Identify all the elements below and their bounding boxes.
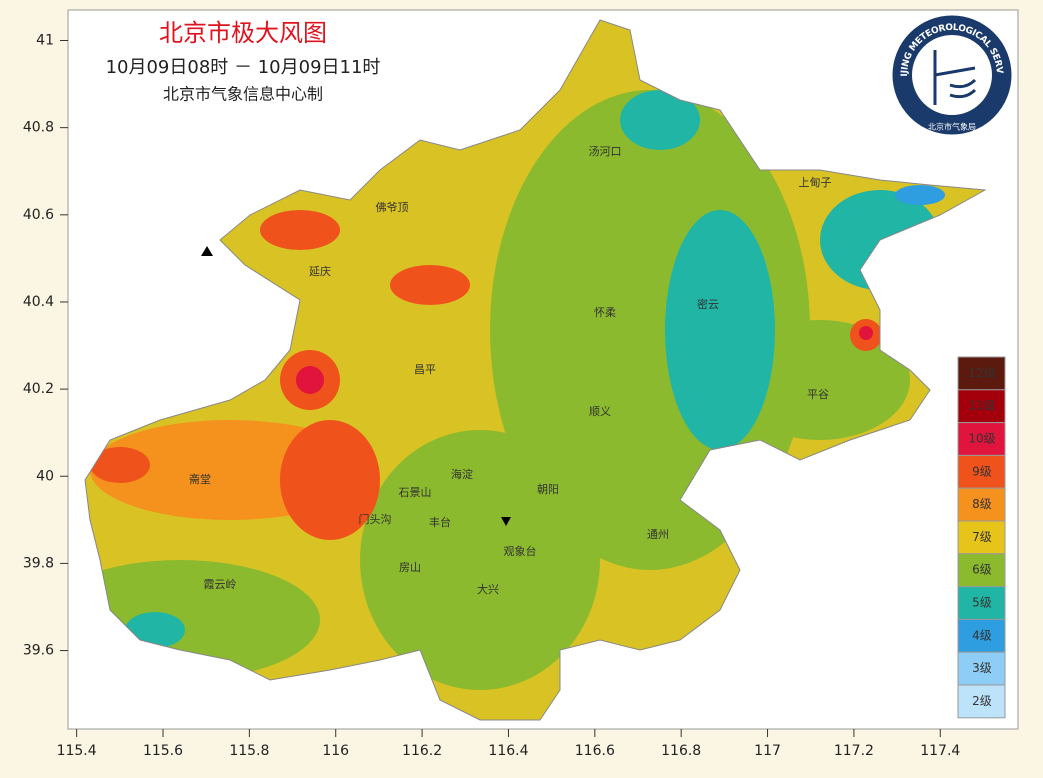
place-label: 斋堂 xyxy=(189,472,211,486)
time-range: 10月09日08时 － 10月09日11时 xyxy=(106,57,381,78)
y-tick-label: 40.2 xyxy=(23,381,54,397)
x-tick-label: 117 xyxy=(754,743,781,759)
x-tick-label: 116.6 xyxy=(575,743,615,759)
logo-org: 北京市气象局 xyxy=(928,122,976,132)
place-label: 汤河口 xyxy=(589,144,622,158)
place-label: 海淀 xyxy=(451,467,473,481)
place-label: 朝阳 xyxy=(537,483,559,496)
place-label: 佛爷顶 xyxy=(376,200,409,214)
x-tick-label: 115.8 xyxy=(229,743,269,759)
legend-swatch xyxy=(957,356,1006,391)
boundary xyxy=(84,19,987,721)
place-label: 顺义 xyxy=(589,405,611,418)
y-tick-label: 40.6 xyxy=(23,207,54,223)
y-tick-label: 40 xyxy=(36,468,54,484)
station-marker xyxy=(201,246,213,256)
x-tick-label: 117.4 xyxy=(920,743,960,759)
legend-label: 5级 xyxy=(972,596,992,610)
y-tick-label: 39.8 xyxy=(23,555,54,571)
y-tick-label: 39.6 xyxy=(23,643,54,659)
station-marker xyxy=(501,517,511,526)
legend-label: 2级 xyxy=(972,694,992,708)
x-tick-label: 116 xyxy=(322,743,349,759)
legend-swatch xyxy=(957,389,1006,424)
legend-label: 3级 xyxy=(972,661,992,675)
legend-swatch xyxy=(957,618,1006,653)
place-label: 丰台 xyxy=(429,515,451,529)
place-label: 通州 xyxy=(647,528,669,541)
place-label: 上甸子 xyxy=(799,176,832,189)
place-label: 门头沟 xyxy=(359,512,392,526)
legend-label: 11级 xyxy=(968,399,995,413)
title: 北京市极大风图 xyxy=(159,19,327,47)
x-tick-label: 115.6 xyxy=(143,743,183,759)
place-label: 大兴 xyxy=(477,582,499,596)
y-tick-label: 40.4 xyxy=(23,294,54,310)
x-tick-label: 116.2 xyxy=(402,743,442,759)
place-label: 昌平 xyxy=(414,363,436,376)
place-label: 观象台 xyxy=(504,544,537,558)
legend-label: 10级 xyxy=(968,432,995,446)
place-label: 密云 xyxy=(697,297,719,311)
legend-label: 9级 xyxy=(972,464,992,478)
legend-label: 12级 xyxy=(968,366,995,380)
legend-label: 7级 xyxy=(972,530,992,544)
legend-swatch xyxy=(957,422,1006,456)
place-label: 房山 xyxy=(399,561,421,574)
place-label: 延庆 xyxy=(309,264,331,278)
legend-swatch xyxy=(957,553,1006,588)
y-tick-label: 41 xyxy=(36,33,54,49)
place-label: 霞云岭 xyxy=(204,577,237,591)
x-tick-label: 116.8 xyxy=(661,743,701,759)
legend-label: 4级 xyxy=(972,628,992,642)
legend-swatch xyxy=(957,684,1006,719)
producer: 北京市气象信息中心制 xyxy=(163,85,323,104)
legend-label: 6级 xyxy=(972,563,992,577)
place-label: 怀柔 xyxy=(594,306,616,319)
x-tick-label: 116.4 xyxy=(488,743,528,759)
y-tick-label: 40.8 xyxy=(23,120,54,136)
legend-swatch xyxy=(957,487,1006,522)
legend-swatch xyxy=(957,454,1006,489)
place-label: 平谷 xyxy=(807,388,829,401)
legend-label: 8级 xyxy=(972,497,992,511)
legend-swatch xyxy=(957,520,1006,555)
x-tick-label: 117.2 xyxy=(834,743,874,759)
place-label: 石景山 xyxy=(399,486,432,499)
x-tick-label: 115.4 xyxy=(57,743,97,759)
